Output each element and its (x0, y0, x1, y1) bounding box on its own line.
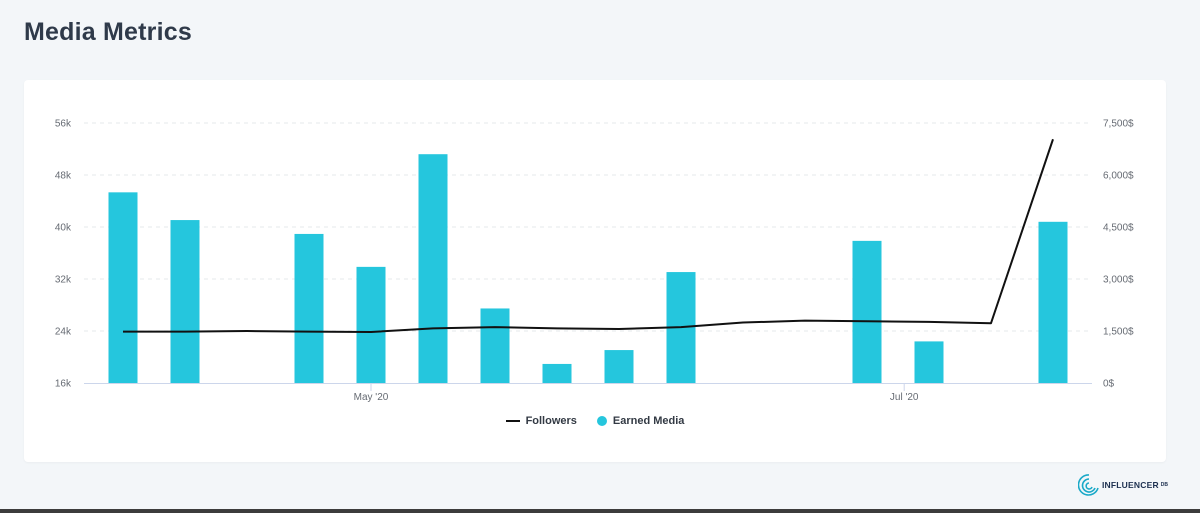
followers-line-swatch (505, 420, 520, 422)
left-axis-tick-label: 56k (55, 119, 72, 130)
right-axis-tick-label: 6,000$ (1103, 171, 1134, 182)
right-axis-tick-label: 4,500$ (1103, 223, 1134, 234)
x-axis-tick-label: May '20 (354, 392, 389, 403)
right-axis-tick-label: 7,500$ (1103, 119, 1134, 130)
followers-line[interactable] (123, 138, 1054, 333)
line-layer (123, 138, 1054, 333)
earned-media-bar[interactable] (108, 192, 138, 383)
right-axis: 0$ 1,500$ 3,000$ 4,500$ 6,000$ 7,500$ (1103, 119, 1134, 390)
brand-logo: INFLUENCER DB (1078, 472, 1168, 498)
brand-superscript: DB (1160, 482, 1169, 488)
legend-followers-label: Followers (525, 415, 577, 427)
left-axis-tick-label: 48k (55, 171, 72, 182)
earned-media-dot-swatch (596, 416, 607, 426)
legend-item-earned-media[interactable]: Earned Media (596, 415, 685, 427)
earned-media-bar[interactable] (356, 266, 386, 383)
right-axis-tick-label: 3,000$ (1103, 275, 1134, 286)
bar-layer (108, 154, 1068, 383)
page-title: Media Metrics (24, 18, 192, 46)
right-axis-tick-label: 0$ (1103, 379, 1115, 390)
right-axis-tick-label: 1,500$ (1103, 327, 1134, 338)
left-axis-tick-label: 40k (55, 223, 72, 234)
media-metrics-chart: 16k 24k 32k 40k 48k 56k 0$ 1,500$ 3,000$ 4,500$ 6… (55, 119, 1134, 404)
chart-legend: Followers Earned Media (24, 415, 1166, 427)
brand-spiral-icon (1078, 474, 1099, 496)
earned-media-bar[interactable] (480, 308, 510, 383)
earned-media-bar[interactable] (294, 233, 324, 383)
legend-earned-media-label: Earned Media (612, 415, 685, 427)
bottom-rule (0, 509, 1200, 513)
left-axis: 16k 24k 32k 40k 48k 56k (55, 119, 72, 390)
legend-item-followers[interactable]: Followers (505, 415, 577, 427)
earned-media-bar[interactable] (542, 363, 572, 383)
grid-layer (84, 122, 1092, 332)
earned-media-bar[interactable] (852, 240, 882, 383)
x-axis-tick-label: Jul '20 (890, 392, 919, 403)
earned-media-bar[interactable] (604, 350, 634, 383)
left-axis-tick-label: 16k (55, 379, 72, 390)
earned-media-bar[interactable] (914, 341, 944, 383)
earned-media-bar[interactable] (418, 154, 448, 383)
earned-media-bar[interactable] (170, 220, 200, 383)
brand-name: INFLUENCER (1102, 480, 1159, 490)
left-axis-tick-label: 32k (55, 275, 72, 286)
media-metrics-card: 16k 24k 32k 40k 48k 56k 0$ 1,500$ 3,000$ 4,500$ 6… (24, 80, 1166, 462)
x-axis: May '20 Jul '20 (84, 383, 1092, 403)
left-axis-tick-label: 24k (55, 327, 72, 338)
earned-media-bar[interactable] (1038, 221, 1068, 383)
